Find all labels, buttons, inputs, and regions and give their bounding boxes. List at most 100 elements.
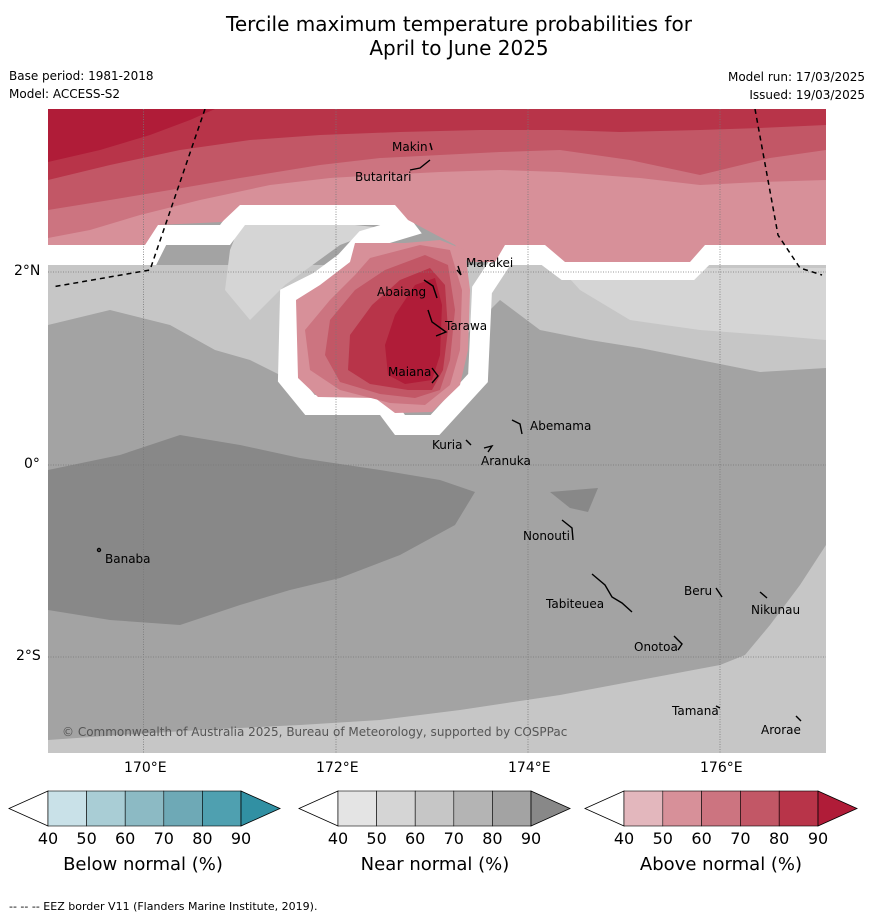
colorbar-above-segment [701, 790, 741, 827]
place-label-marakei: Marakei [466, 256, 513, 270]
island-banaba [96, 547, 102, 553]
map-title-line-2: April to June 2025 [369, 36, 549, 60]
colorbar-above-label: Above normal (%) [639, 854, 803, 875]
colorbar-near-tick: 50 [366, 829, 387, 848]
island-makin [429, 142, 433, 151]
place-label-abaiang: Abaiang [377, 285, 426, 299]
colorbar-below-tick: 50 [76, 829, 97, 848]
island-nikunau [759, 591, 768, 599]
near-normal-70-80-patch [550, 488, 598, 512]
colorbar-above-over-arrow [817, 790, 858, 827]
colorbar-below-over-arrow [240, 790, 281, 827]
colorbar-below-segment [47, 790, 87, 827]
place-label-tabiteuea: Tabiteuea [545, 597, 604, 611]
map-grid [48, 109, 826, 753]
longitude-label-170e: 170°E [124, 760, 167, 776]
island-arorae [795, 715, 802, 722]
place-label-maiana: Maiana [388, 365, 431, 379]
colorbar-near-segment [453, 790, 493, 827]
colorbar-below-label: Below normal (%) [63, 854, 223, 875]
colorbar-near-tick: 90 [520, 829, 542, 848]
colorbar-near-segment [492, 790, 532, 827]
near-normal-50-60-southeast [48, 545, 826, 753]
white-gap-band [48, 205, 826, 435]
colorbar-below-segment [163, 790, 203, 827]
colorbar-above-tick: 90 [807, 829, 829, 848]
place-label-nonouti: Nonouti [523, 529, 570, 543]
place-label-kuria: Kuria [432, 438, 463, 452]
colorbar-below-tick: 80 [192, 829, 213, 848]
colorbar-below-segment [124, 790, 165, 827]
colorbars [8, 790, 858, 827]
colorbar-above-tick: 40 [613, 829, 635, 848]
above-normal-80-90-band [48, 109, 215, 162]
island-outlines [96, 142, 802, 722]
place-label-tarawa: Tarawa [444, 319, 487, 333]
colorbar-near-tick: 80 [482, 829, 503, 848]
model-run-date: Model run: 17/03/2025 [727, 70, 865, 84]
place-label-tamana: Tamana [671, 704, 719, 718]
colorbar-above-segment [740, 790, 780, 827]
longitude-label-174e: 174°E [508, 760, 551, 776]
island-tabiteuea [591, 573, 633, 613]
copyright-notice: © Commonwealth of Australia 2025, Bureau… [62, 725, 567, 739]
above-normal-blob-80-90 [385, 278, 442, 384]
latitude-label-2n: 2°N [14, 263, 41, 279]
map-title-line-1: Tercile maximum temperature probabilitie… [226, 12, 692, 36]
island-onotoa [673, 635, 683, 651]
island-beru [715, 587, 723, 598]
colorbar-above-tick: 60 [691, 829, 712, 848]
island-aranuka [483, 444, 494, 453]
colorbar-near-tick: 60 [405, 829, 426, 848]
colorbar-near-segment [376, 790, 416, 827]
map-contours: Makin Butaritari Marakei Abaiang Tarawa Maian… [48, 109, 826, 753]
island-tarawa [427, 309, 448, 337]
place-label-beru: Beru [684, 584, 712, 598]
near-normal-40-50-band [560, 268, 826, 340]
place-label-aranuka: Aranuka [481, 454, 531, 468]
island-kuria [465, 439, 472, 446]
model-name: Model: ACCESS-S2 [9, 87, 121, 101]
place-label-butaritari: Butaritari [355, 170, 412, 184]
base-period: Base period: 1981-2018 [9, 69, 154, 83]
colorbar-near-under-arrow [298, 790, 339, 827]
island-marakei [456, 265, 462, 276]
eez-borders [51, 109, 823, 288]
colorbar-near-tick: 70 [443, 829, 464, 848]
colorbar-below-segment [202, 790, 242, 827]
place-label-arorae: Arorae [761, 723, 801, 737]
place-label-nikunau: Nikunau [751, 603, 800, 617]
colorbar-below-tick: 40 [37, 829, 59, 848]
map-title: Tercile maximum temperature probabilitie… [0, 12, 873, 60]
place-label-makin: Makin [392, 140, 428, 154]
longitude-label-172e: 172°E [316, 760, 359, 776]
colorbar-near-over-arrow [530, 790, 571, 827]
issued-date: Issued: 19/03/2025 [749, 88, 865, 102]
longitude-label-176e: 176°E [700, 760, 743, 776]
near-normal-70-80-region [48, 435, 475, 625]
island-abemama [511, 419, 523, 435]
island-abaiang [423, 279, 438, 299]
colorbar-near-segment [414, 790, 455, 827]
colorbar-below-segment [86, 790, 126, 827]
colorbar-above-tick: 80 [769, 829, 790, 848]
eez-border-west [51, 109, 206, 288]
island-nonouti [561, 519, 574, 541]
colorbar-near-label: Near normal (%) [360, 854, 510, 875]
place-labels: Makin Butaritari Marakei Abaiang Tarawa Maian… [105, 140, 801, 737]
island-maiana [431, 367, 439, 384]
island-butaritari [409, 159, 431, 171]
colorbar-above-under-arrow [584, 790, 625, 827]
colorbar-above-segment [778, 790, 819, 827]
place-label-abemama: Abemama [530, 419, 591, 433]
latitude-label-2s: 2°S [16, 648, 41, 664]
colorbar-above-tick: 70 [730, 829, 751, 848]
colorbar-below-tick: 60 [115, 829, 136, 848]
colorbar-above-tick: 50 [652, 829, 673, 848]
colorbar-below-tick: 90 [230, 829, 252, 848]
colorbar-below-under-arrow [8, 790, 49, 827]
eez-border-east [754, 109, 823, 276]
near-normal-ring-interior [225, 225, 385, 320]
colorbar-near-tick: 40 [327, 829, 349, 848]
